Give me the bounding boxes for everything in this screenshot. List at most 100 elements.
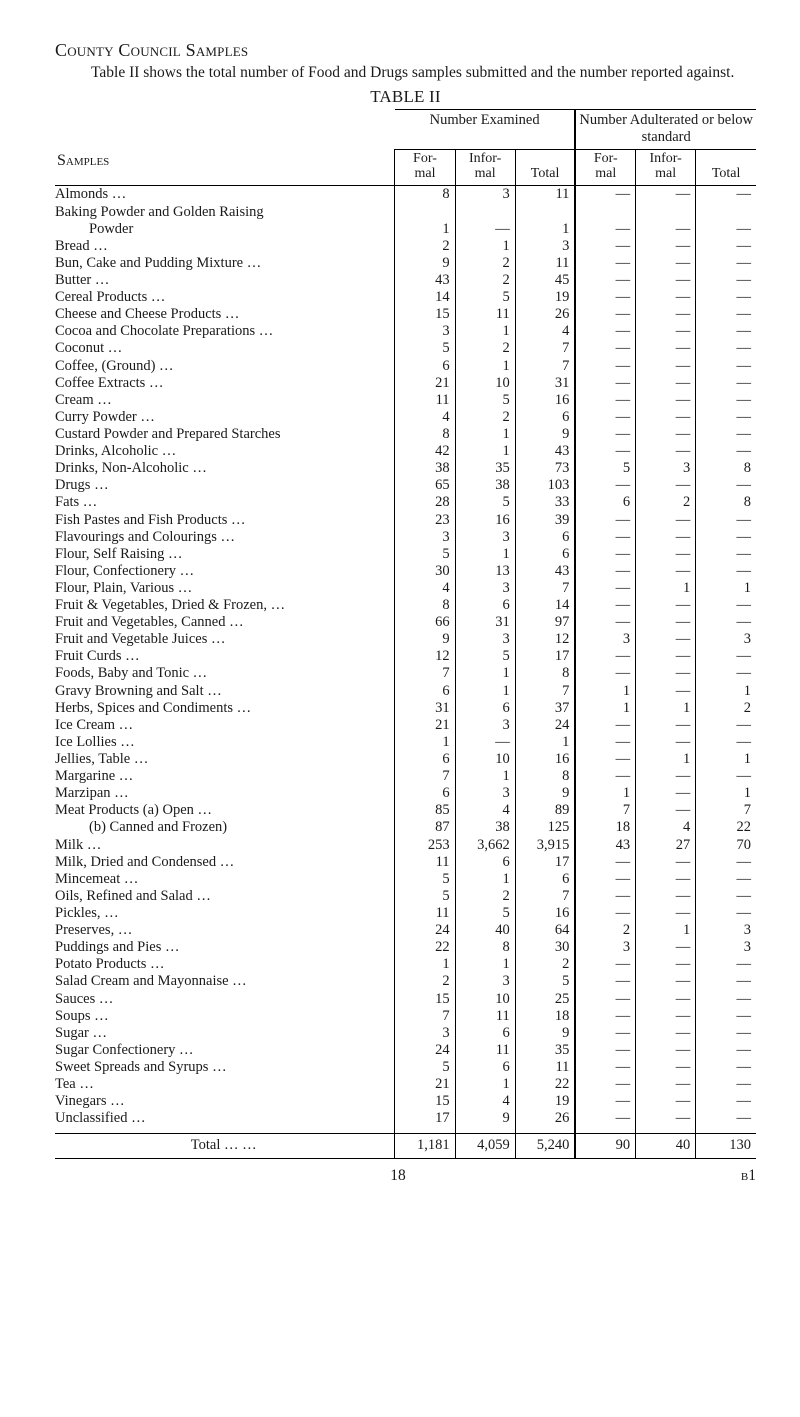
cell-value: 1	[575, 785, 635, 802]
cell-value: 6	[515, 871, 575, 888]
cell-value: —	[696, 409, 756, 426]
cell-value: —	[696, 905, 756, 922]
cell-value: —	[575, 546, 635, 563]
table-row: Coffee, (Ground) …617———	[55, 358, 756, 375]
cell-value: 43	[395, 272, 455, 289]
cell-value: 7	[515, 340, 575, 357]
cell-value: 11	[515, 186, 575, 204]
cell-value: —	[696, 648, 756, 665]
table-row: Fruit and Vegetables, Canned …663197———	[55, 614, 756, 631]
cell-value: 1	[455, 683, 515, 700]
cell-value: —	[575, 905, 635, 922]
cell-value: 6	[395, 358, 455, 375]
page-footer: 18 b1	[55, 1167, 756, 1185]
cell-value: 35	[455, 460, 515, 477]
table-row: Marzipan …6391—1	[55, 785, 756, 802]
cell-value: —	[636, 939, 696, 956]
cell-value: 7	[696, 802, 756, 819]
table-row: Sugar …369———	[55, 1025, 756, 1042]
cell-value: 4	[395, 580, 455, 597]
cell-value: 5	[395, 1059, 455, 1076]
cell-value: 3	[575, 939, 635, 956]
cell-value: 1	[636, 580, 696, 597]
cell-value: —	[696, 272, 756, 289]
cell-value: —	[636, 768, 696, 785]
cell-value: 6	[515, 409, 575, 426]
cell-value: —	[696, 238, 756, 255]
cell-value: 37	[515, 700, 575, 717]
cell-value: —	[636, 1076, 696, 1093]
section-heading: County Council Samples	[55, 40, 756, 61]
sample-name: Flour, Confectionery …	[55, 563, 395, 580]
cell-value: 1,181	[395, 1134, 455, 1158]
table-row: Coconut …527———	[55, 340, 756, 357]
cell-value: —	[636, 392, 696, 409]
cell-value: 31	[515, 375, 575, 392]
sample-name: Puddings and Pies …	[55, 939, 395, 956]
cell-value: —	[696, 563, 756, 580]
cell-value: 9	[515, 785, 575, 802]
cell-value: 5	[395, 546, 455, 563]
cell-value: 2	[395, 973, 455, 990]
cell-value: —	[575, 289, 635, 306]
cell-value: 26	[515, 306, 575, 323]
cell-value: 11	[455, 1008, 515, 1025]
cell-value: —	[636, 563, 696, 580]
cell-value: 27	[636, 837, 696, 854]
cell-value: —	[575, 426, 635, 443]
cell-value: 7	[575, 802, 635, 819]
cell-value: —	[575, 580, 635, 597]
cell-value: 11	[395, 392, 455, 409]
cell-value: 7	[395, 1008, 455, 1025]
cell-value: —	[575, 529, 635, 546]
cell-value: —	[575, 477, 635, 494]
cell-value: —	[696, 973, 756, 990]
cell-value: 6	[575, 494, 635, 511]
sample-name: Cheese and Cheese Products …	[55, 306, 395, 323]
cell-value: —	[636, 717, 696, 734]
sample-name: Fish Pastes and Fish Products …	[55, 512, 395, 529]
cell-value: 5	[395, 340, 455, 357]
cell-value: 1	[515, 221, 575, 238]
cell-value: 10	[455, 375, 515, 392]
table-row: Fats …28533628	[55, 494, 756, 511]
cell-value: —	[636, 597, 696, 614]
cell-value: 40	[455, 922, 515, 939]
cell-value: 18	[575, 819, 635, 836]
cell-value: 89	[515, 802, 575, 819]
cell-value: —	[575, 375, 635, 392]
table-row: Jellies, Table …61016—11	[55, 751, 756, 768]
cell-value: 3	[696, 939, 756, 956]
col-samples: Samples	[55, 150, 395, 186]
cell-value: 30	[515, 939, 575, 956]
cell-value: —	[575, 512, 635, 529]
cell-value: 9	[395, 631, 455, 648]
cell-value: 253	[395, 837, 455, 854]
cell-value: 97	[515, 614, 575, 631]
cell-value: 5	[515, 973, 575, 990]
table-row: Sweet Spreads and Syrups …5611———	[55, 1059, 756, 1076]
table-row: Almonds …8311———	[55, 186, 756, 204]
cell-value: 4,059	[455, 1134, 515, 1158]
cell-value	[395, 204, 455, 221]
cell-value: —	[575, 956, 635, 973]
cell-value: 22	[696, 819, 756, 836]
cell-value: 17	[515, 648, 575, 665]
cell-value: —	[696, 477, 756, 494]
cell-value: —	[575, 614, 635, 631]
cell-value: 1	[455, 238, 515, 255]
cell-value: 5	[575, 460, 635, 477]
cell-value: 9	[455, 1110, 515, 1127]
cell-value: 6	[455, 1059, 515, 1076]
cell-value: 26	[515, 1110, 575, 1127]
cell-value: 38	[395, 460, 455, 477]
table-row: Tea …21122———	[55, 1076, 756, 1093]
sample-name: Tea …	[55, 1076, 395, 1093]
cell-value: —	[636, 888, 696, 905]
cell-value: 3	[455, 631, 515, 648]
cell-value: 23	[395, 512, 455, 529]
sample-name: Coconut …	[55, 340, 395, 357]
table-row: Preserves, …244064213	[55, 922, 756, 939]
cell-value: 12	[515, 631, 575, 648]
col-group-examined: Number Examined	[395, 109, 576, 149]
